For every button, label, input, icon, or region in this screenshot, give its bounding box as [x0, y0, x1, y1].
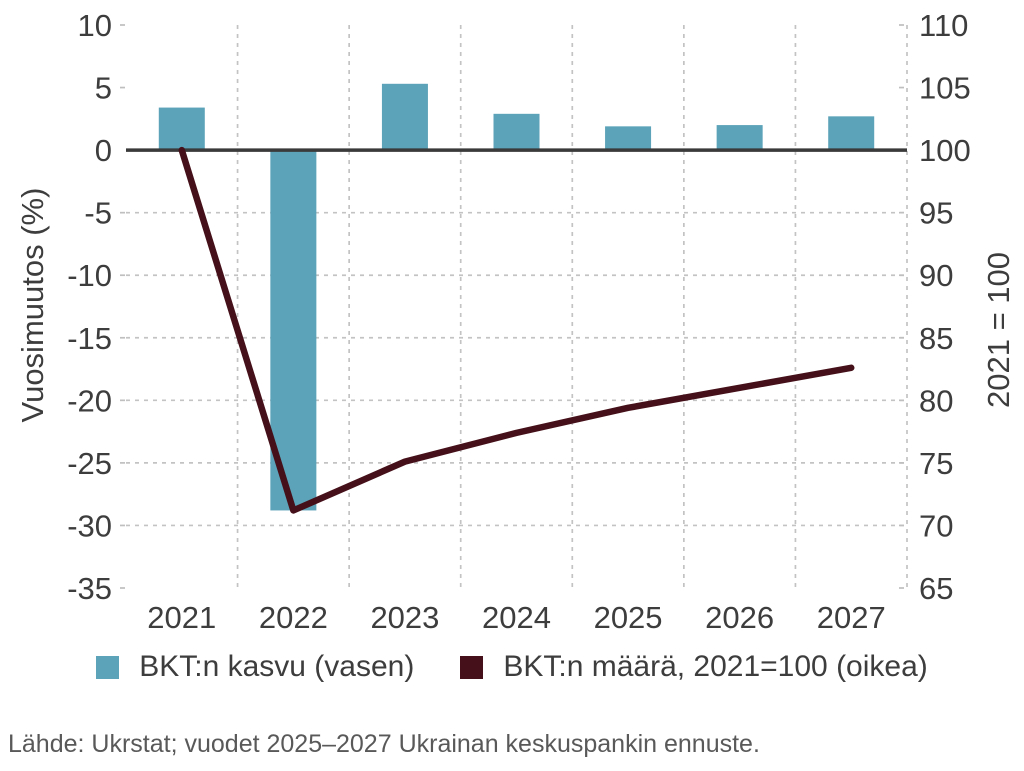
plot-area: 1050-5-10-15-20-25-30-351101051009590858… [67, 8, 971, 635]
gdp-volume-line [178, 146, 855, 514]
right-axis-tick-label: 85 [919, 321, 953, 356]
left-axis-tick-label: -35 [67, 571, 112, 606]
left-axis-tick-label: -15 [67, 321, 112, 356]
x-axis-year-label: 2022 [259, 600, 328, 635]
source-note: Lähde: Ukrstat; vuodet 2025–2027 Ukraina… [8, 730, 760, 758]
bar-2027 [828, 116, 875, 151]
x-axis-year-label: 2021 [147, 600, 216, 635]
legend: BKT:n kasvu (vasen) BKT:n määrä, 2021=100… [0, 650, 1024, 684]
right-axis-tick-label: 75 [919, 446, 953, 481]
right-axis-tick-label: 70 [919, 508, 953, 543]
left-axis-tick-label: -5 [84, 196, 112, 231]
legend-item: BKT:n määrä, 2021=100 (oikea) [460, 650, 928, 684]
legend-label: BKT:n kasvu (vasen) [139, 650, 415, 683]
legend-swatch-line-icon [460, 655, 484, 679]
right-axis-tick-label: 90 [919, 258, 953, 293]
right-axis-tick-label: 95 [919, 196, 953, 231]
legend-label: BKT:n määrä, 2021=100 (oikea) [503, 650, 928, 683]
right-axis-title: 2021 = 100 [981, 251, 1016, 409]
bar-2021 [158, 107, 205, 151]
right-axis-tick-label: 110 [919, 8, 968, 43]
legend-swatch-bar-icon [96, 655, 120, 679]
left-axis-tick-label: 5 [95, 71, 112, 106]
right-axis-tick-label: 105 [919, 71, 971, 106]
x-axis-year-label: 2026 [705, 600, 774, 635]
left-axis-title: Vuosimuutos (%) [15, 187, 50, 423]
left-axis-tick-label: 0 [95, 133, 112, 168]
left-axis-tick-label: -30 [67, 508, 112, 543]
left-axis-tick-label: 10 [78, 8, 112, 43]
right-axis-tick-label: 80 [919, 383, 953, 418]
bar-2024 [493, 113, 540, 151]
bar-2026 [716, 125, 763, 151]
legend-item: BKT:n kasvu (vasen) [96, 650, 414, 684]
left-axis-tick-label: -20 [67, 383, 112, 418]
x-axis-year-label: 2025 [594, 600, 663, 635]
bar-2025 [605, 126, 652, 151]
x-axis-year-label: 2023 [370, 600, 439, 635]
right-axis-tick-label: 65 [919, 571, 953, 606]
bar-2023 [381, 83, 428, 151]
left-axis-tick-label: -25 [67, 446, 112, 481]
left-axis-tick-label: -10 [67, 258, 112, 293]
right-axis-tick-label: 100 [919, 133, 971, 168]
x-axis-year-label: 2027 [817, 600, 886, 635]
x-axis-year-label: 2024 [482, 600, 551, 635]
